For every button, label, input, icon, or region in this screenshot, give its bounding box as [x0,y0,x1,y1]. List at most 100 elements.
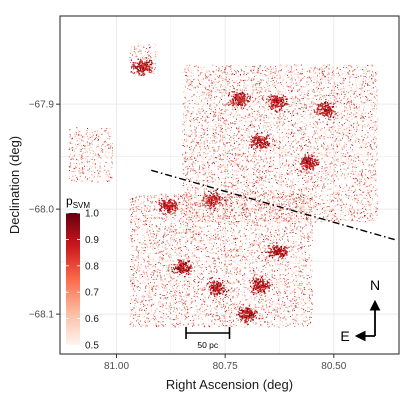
data-point [354,139,356,141]
data-point [138,74,140,75]
data-point [192,81,194,83]
data-point [355,167,357,168]
data-point [275,118,277,119]
data-point [251,123,253,125]
data-point [279,74,281,76]
data-point [254,126,255,128]
data-point [267,67,269,69]
data-point [190,136,192,138]
data-point [317,177,319,179]
data-point [322,89,324,91]
data-point [253,92,255,94]
data-point [313,170,315,172]
data-point [263,95,265,96]
data-point [75,146,77,148]
data-point [240,108,242,110]
data-point [340,213,342,215]
data-point [257,162,259,164]
data-point [194,192,196,193]
data-point [307,198,309,200]
data-point [293,213,295,214]
data-point [339,69,341,70]
data-point [373,128,375,130]
data-point [271,178,273,180]
data-point [334,220,335,221]
data-point [138,61,141,63]
data-point [353,212,355,214]
data-point [82,169,84,171]
data-point [346,209,348,211]
data-point [141,59,143,60]
data-point [349,176,351,178]
data-point [324,79,326,81]
data-point [280,141,281,143]
data-point [333,66,334,68]
data-point [370,165,372,167]
data-point [193,149,194,151]
data-point [84,164,86,166]
data-point [130,62,131,63]
data-point [226,137,228,139]
data-point [219,119,221,121]
data-point [254,118,256,120]
data-point [239,87,241,89]
data-point [346,118,348,120]
data-point [371,136,373,138]
data-point [186,98,187,100]
data-point [335,119,337,121]
data-point [314,183,316,185]
data-point [311,177,313,179]
data-point [288,110,290,112]
data-point [256,212,258,214]
data-point [329,115,331,117]
data-point [331,211,332,212]
data-point [134,65,136,67]
data-point [77,135,78,136]
data-point [334,159,336,161]
data-point [130,49,132,51]
data-point [253,193,255,195]
data-point [344,76,346,78]
data-point [189,193,190,195]
data-point [307,99,309,101]
data-point [99,162,101,164]
data-point [324,127,325,128]
data-point [315,177,317,178]
data-point [323,169,325,171]
data-point [362,171,363,173]
data-point [246,148,247,150]
data-point [195,217,197,219]
data-point [368,167,370,169]
data-point [270,71,272,73]
data-point [249,106,251,107]
data-point [218,67,220,69]
data-point [79,158,81,160]
data-point [309,76,311,78]
data-point [241,217,243,219]
data-point [240,182,242,184]
data-point [153,70,155,72]
data-point [185,74,186,76]
data-point [222,103,224,105]
data-point [294,187,296,189]
data-point [81,137,83,138]
data-point [111,178,113,179]
data-point [273,85,275,87]
data-point [135,68,137,70]
data-point [221,140,223,142]
data-point [70,164,71,166]
data-point [205,121,207,122]
data-point [184,168,186,170]
data-point [368,94,370,96]
data-point [185,138,187,140]
data-point [302,147,303,149]
data-point [230,198,232,200]
data-point [365,144,367,146]
data-point [333,191,335,193]
data-point [291,212,293,213]
data-point [145,51,146,52]
data-point [335,213,336,215]
data-point [349,105,351,107]
data-point [212,178,213,180]
data-point [272,170,274,172]
